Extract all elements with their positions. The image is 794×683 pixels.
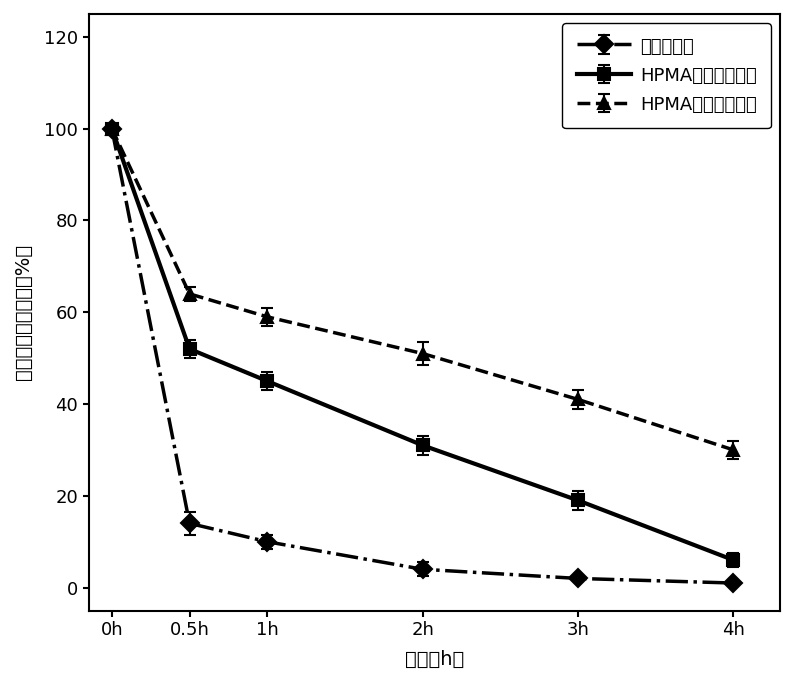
X-axis label: 时间（h）: 时间（h）	[405, 650, 464, 669]
Legend: 胰岛素原药, HPMA聚合物包裹前, HPMA聚合物包裹后: 胰岛素原药, HPMA聚合物包裹前, HPMA聚合物包裹后	[562, 23, 771, 128]
Y-axis label: 胰岛素剩余百分数（%）: 胰岛素剩余百分数（%）	[13, 245, 33, 380]
